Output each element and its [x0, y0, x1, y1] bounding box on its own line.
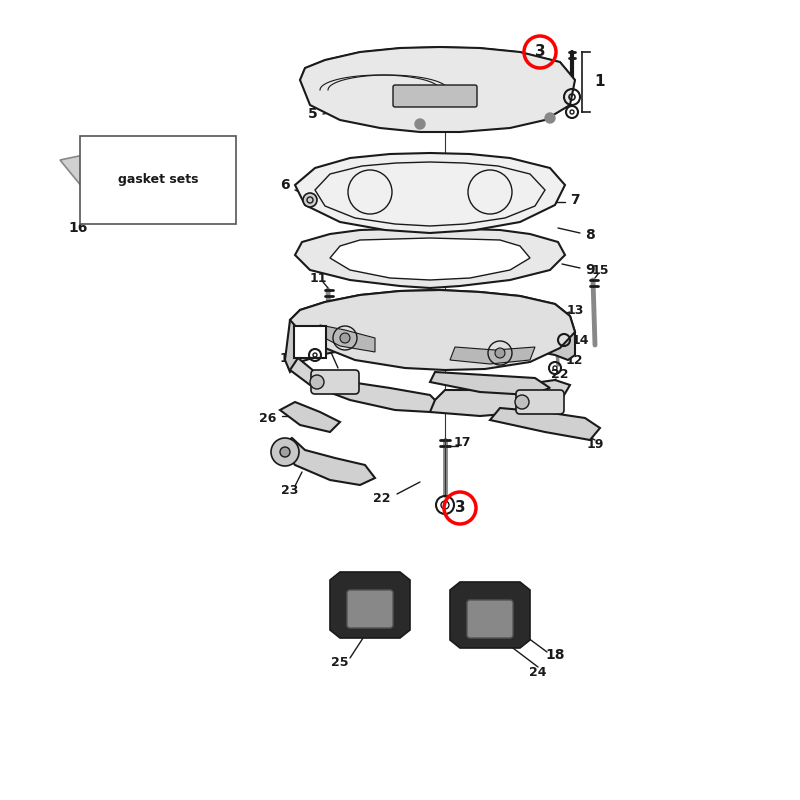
- Text: 3: 3: [454, 501, 466, 515]
- Circle shape: [515, 395, 529, 409]
- FancyBboxPatch shape: [467, 600, 513, 638]
- Polygon shape: [115, 148, 195, 203]
- Text: 7: 7: [570, 193, 580, 207]
- Text: 11: 11: [310, 271, 326, 285]
- Text: 16: 16: [68, 221, 88, 235]
- FancyBboxPatch shape: [516, 390, 564, 414]
- Polygon shape: [450, 582, 530, 648]
- Text: 5: 5: [308, 107, 318, 121]
- Text: 23: 23: [282, 483, 298, 497]
- Circle shape: [545, 113, 555, 123]
- Text: 10: 10: [291, 315, 309, 329]
- Text: 14: 14: [571, 334, 589, 346]
- Text: 22: 22: [374, 491, 390, 505]
- Circle shape: [495, 348, 505, 358]
- Text: 26: 26: [259, 411, 277, 425]
- Text: gasket sets: gasket sets: [118, 174, 198, 186]
- Polygon shape: [430, 380, 570, 416]
- FancyBboxPatch shape: [347, 590, 393, 628]
- Polygon shape: [60, 140, 200, 215]
- Text: 12: 12: [279, 351, 297, 365]
- Circle shape: [310, 375, 324, 389]
- Polygon shape: [330, 238, 530, 280]
- Polygon shape: [290, 358, 440, 412]
- Text: 8: 8: [585, 228, 595, 242]
- Polygon shape: [280, 438, 375, 485]
- Text: 1: 1: [594, 74, 606, 90]
- Text: 18: 18: [546, 648, 565, 662]
- Text: 24: 24: [530, 666, 546, 678]
- Text: 13: 13: [566, 303, 584, 317]
- Polygon shape: [330, 572, 410, 638]
- Polygon shape: [450, 347, 535, 364]
- Polygon shape: [300, 47, 575, 92]
- Circle shape: [340, 333, 350, 343]
- Text: 25: 25: [331, 655, 349, 669]
- Text: 22: 22: [551, 369, 569, 382]
- Circle shape: [280, 447, 290, 457]
- Circle shape: [308, 333, 322, 347]
- Circle shape: [271, 438, 299, 466]
- Text: 3: 3: [534, 45, 546, 59]
- Text: 6: 6: [280, 178, 290, 192]
- Polygon shape: [430, 372, 550, 395]
- Text: 23: 23: [310, 338, 326, 351]
- Text: 15: 15: [591, 263, 609, 277]
- Polygon shape: [285, 290, 575, 372]
- Polygon shape: [295, 228, 565, 288]
- Text: 17: 17: [454, 435, 470, 449]
- Polygon shape: [290, 290, 575, 370]
- Polygon shape: [280, 402, 340, 432]
- Text: 12: 12: [566, 354, 582, 366]
- Circle shape: [303, 193, 317, 207]
- Polygon shape: [295, 153, 565, 233]
- Text: 9: 9: [585, 263, 595, 277]
- Polygon shape: [315, 325, 375, 352]
- Circle shape: [415, 119, 425, 129]
- FancyBboxPatch shape: [294, 326, 326, 358]
- Text: 19: 19: [586, 438, 604, 451]
- Polygon shape: [490, 408, 600, 440]
- FancyBboxPatch shape: [393, 85, 477, 107]
- Polygon shape: [300, 47, 575, 132]
- FancyBboxPatch shape: [311, 370, 359, 394]
